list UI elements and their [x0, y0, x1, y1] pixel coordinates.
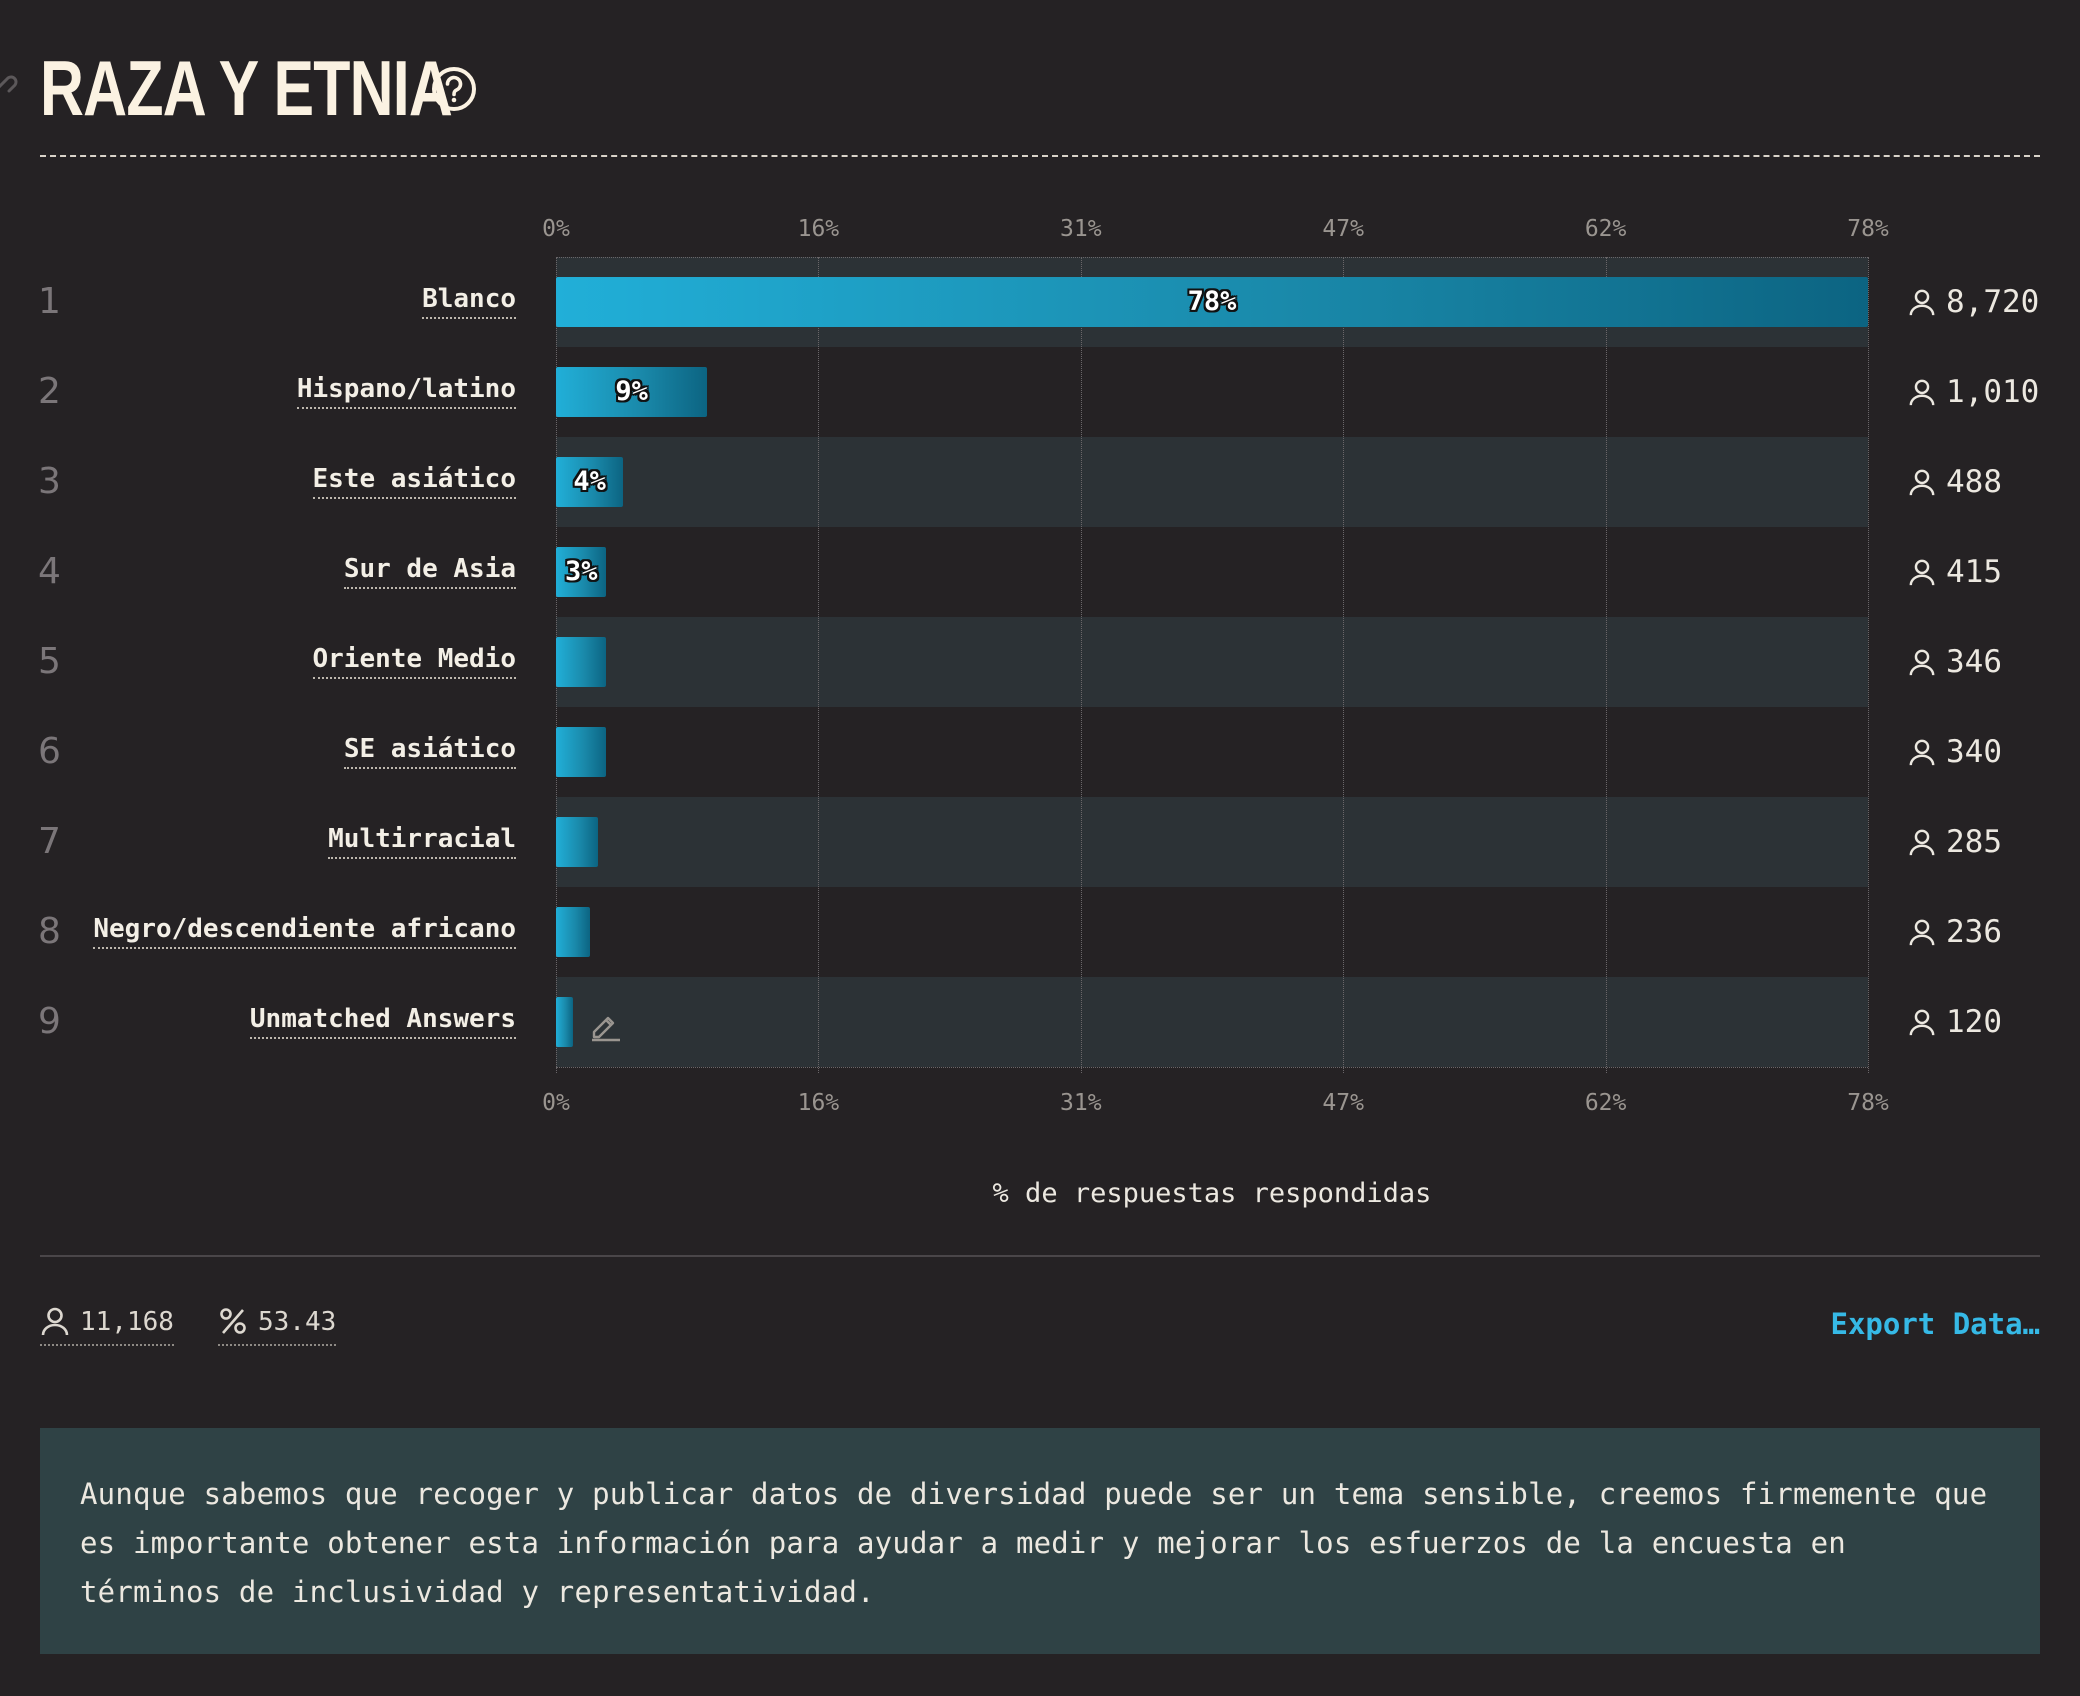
grid-line — [1868, 257, 1869, 1073]
bar — [556, 277, 1868, 327]
row-rank: 3 — [38, 461, 61, 502]
category-label[interactable]: Sur de Asia — [343, 553, 516, 589]
row-band — [556, 617, 1868, 707]
respondents-stat[interactable]: 11,168 — [40, 1304, 174, 1346]
respondent-count: 488 — [1908, 457, 2002, 507]
user-icon — [1909, 829, 1935, 856]
user-icon — [1909, 559, 1935, 586]
respondent-count: 340 — [1908, 727, 2002, 777]
bar — [556, 367, 708, 417]
count-value: 8,720 — [1946, 284, 2040, 320]
export-data-button[interactable]: Export Data… — [1830, 1307, 2040, 1341]
category-label[interactable]: Oriente Medio — [312, 643, 516, 679]
category-label[interactable]: SE asiático — [343, 733, 516, 769]
respondent-count: 285 — [1908, 817, 2002, 867]
header-divider — [40, 155, 2040, 157]
bar — [556, 637, 607, 687]
x-tick-label-top: 47% — [1322, 216, 1364, 242]
respondent-count: 346 — [1908, 637, 2002, 687]
count-value: 488 — [1946, 464, 2002, 500]
row-rank: 9 — [38, 1001, 61, 1042]
x-tick-label-bottom: 62% — [1584, 1090, 1627, 1116]
x-axis-line-top — [556, 257, 1868, 258]
x-tick-label-bottom: 31% — [1060, 1090, 1102, 1116]
category-label[interactable]: Este asiático — [312, 463, 516, 499]
category-label[interactable]: Blanco — [422, 283, 516, 319]
respondents-value: 11,168 — [80, 1307, 174, 1337]
row-rank: 2 — [38, 371, 61, 412]
user-icon — [1909, 739, 1935, 766]
respondent-count: 236 — [1908, 907, 2002, 957]
count-value: 415 — [1946, 554, 2002, 590]
grid-line — [1343, 257, 1345, 1073]
bar — [556, 727, 607, 777]
row-rank: 4 — [38, 551, 61, 592]
info-note: Aunque sabemos que recoger y publicar da… — [40, 1428, 2040, 1654]
respondent-count: 8,720 — [1908, 277, 2039, 327]
bar-value-label: 78% — [1187, 286, 1237, 317]
percentage-value: 53.43 — [258, 1307, 337, 1337]
x-axis-line-bottom — [556, 1067, 1868, 1068]
user-icon — [1909, 469, 1935, 496]
bar — [556, 907, 590, 957]
grid-line — [1605, 257, 1607, 1073]
link-icon[interactable] — [0, 70, 24, 100]
respondent-count: 415 — [1908, 547, 2002, 597]
section-title: RAZA Y ETNIA — [40, 44, 453, 132]
x-tick-label-bottom: 47% — [1322, 1090, 1364, 1116]
count-value: 236 — [1946, 914, 2002, 950]
help-icon[interactable] — [430, 65, 478, 113]
category-label[interactable]: Negro/descendiente africano — [93, 913, 516, 949]
user-icon — [1909, 379, 1935, 406]
respondent-count: 120 — [1908, 997, 2002, 1047]
row-band — [556, 977, 1868, 1067]
count-value: 285 — [1946, 824, 2002, 860]
user-icon — [1909, 1009, 1935, 1036]
count-value: 340 — [1946, 734, 2002, 770]
footer-divider — [40, 1255, 2040, 1257]
percent-icon — [220, 1308, 246, 1334]
x-tick-label-top: 0% — [542, 216, 570, 242]
category-label[interactable]: Multirracial — [328, 823, 516, 859]
category-label[interactable]: Hispano/latino — [296, 373, 516, 409]
respondent-count: 1,010 — [1908, 367, 2039, 417]
row-band — [556, 797, 1868, 887]
row-rank: 8 — [38, 911, 61, 952]
percentage-stat[interactable]: 53.43 — [218, 1304, 337, 1346]
bar — [556, 547, 607, 597]
user-icon — [41, 1307, 69, 1336]
bar — [556, 817, 599, 867]
category-label[interactable]: Unmatched Answers — [249, 1003, 516, 1039]
grid-line — [818, 257, 820, 1073]
x-tick-label-top: 78% — [1847, 216, 1889, 242]
user-icon — [1909, 289, 1935, 316]
x-tick-label-bottom: 0% — [542, 1090, 570, 1116]
count-value: 1,010 — [1946, 374, 2040, 410]
bar-value-label: 9% — [615, 376, 648, 407]
x-tick-label-bottom: 16% — [797, 1090, 840, 1116]
pencil-icon[interactable] — [588, 1008, 622, 1042]
row-rank: 1 — [38, 281, 61, 322]
x-tick-label-bottom: 78% — [1847, 1090, 1889, 1116]
count-value: 346 — [1946, 644, 2002, 680]
bar — [556, 457, 624, 507]
x-axis-label: % de respuestas respondidas — [992, 1178, 1432, 1209]
bar — [556, 997, 573, 1047]
user-icon — [1909, 919, 1935, 946]
x-tick-label-top: 62% — [1584, 216, 1627, 242]
bar-value-label: 4% — [573, 466, 606, 497]
bar-value-label: 3% — [564, 556, 598, 587]
x-tick-label-top: 31% — [1060, 216, 1102, 242]
user-icon — [1909, 649, 1935, 676]
count-value: 120 — [1946, 1004, 2002, 1040]
row-rank: 5 — [38, 641, 61, 682]
grid-line — [1080, 257, 1082, 1073]
row-rank: 6 — [38, 731, 61, 772]
row-band — [556, 437, 1868, 527]
row-rank: 7 — [38, 821, 61, 862]
x-tick-label-top: 16% — [797, 216, 840, 242]
